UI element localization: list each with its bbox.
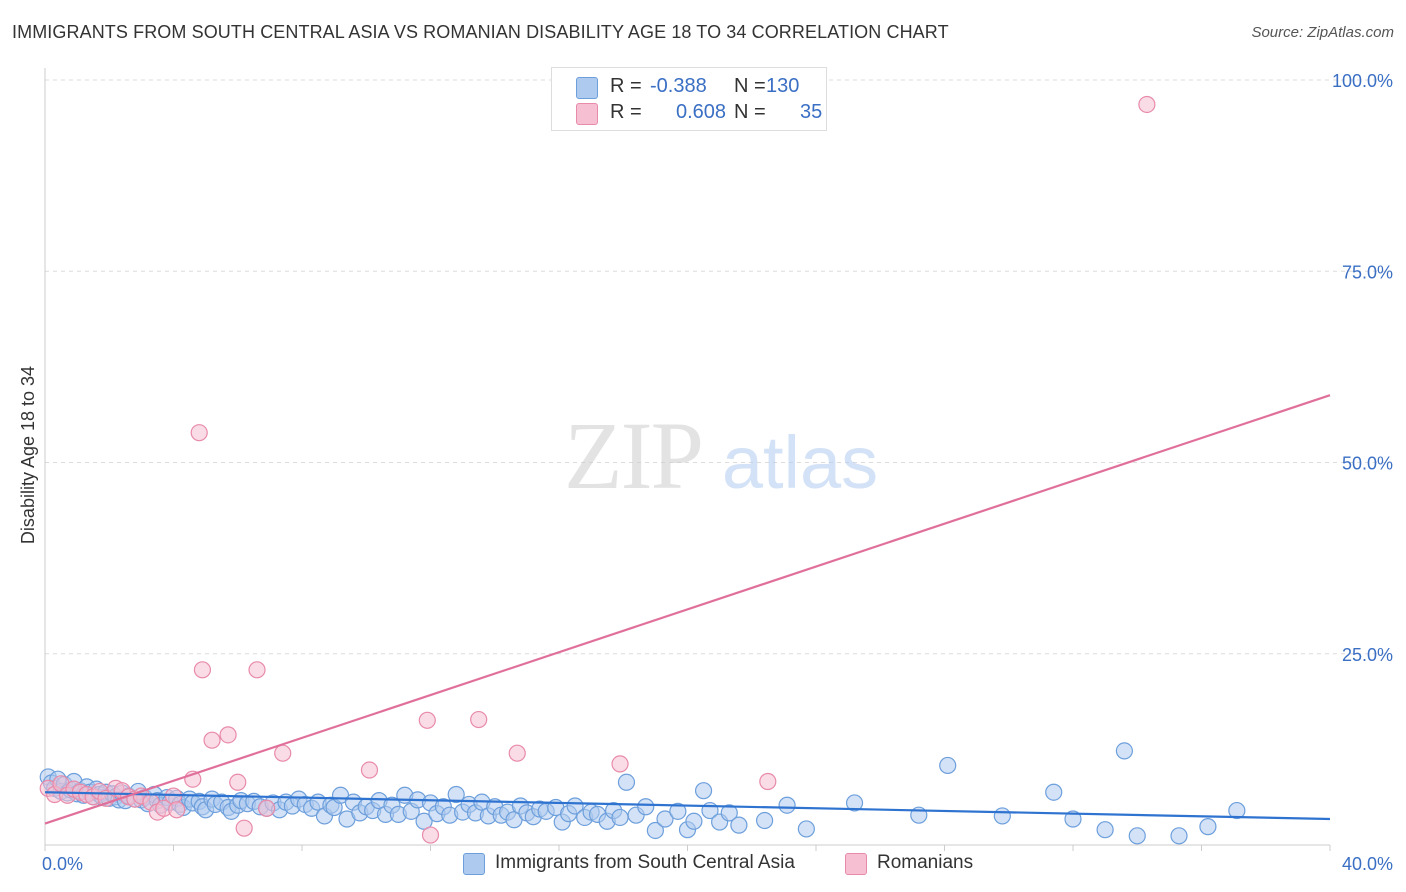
- legend-swatch-blue: [463, 853, 485, 875]
- blue-point: [646, 821, 664, 840]
- axes: [44, 68, 1331, 851]
- blue-point: [669, 802, 687, 820]
- blue-point: [1170, 827, 1188, 845]
- pink-swatch: [576, 103, 598, 125]
- blue-point: [1228, 801, 1246, 820]
- y-axis-label: Disability Age 18 to 34: [18, 366, 38, 544]
- pink-trend-line: [44, 394, 1331, 825]
- blue-point: [415, 812, 433, 830]
- x-tick-label: 0.0%: [42, 854, 83, 874]
- source-label: Source: ZipAtlas.com: [1251, 24, 1394, 41]
- pink-point: [248, 661, 266, 679]
- blue-point: [797, 820, 815, 838]
- watermark: ZIP atlas: [564, 402, 878, 509]
- x-tick-label: 40.0%: [1342, 854, 1393, 874]
- blue-point: [755, 811, 774, 830]
- watermark-zip: ZIP: [564, 402, 702, 509]
- blue-point: [447, 785, 465, 804]
- tick-labels: 25.0% 50.0% 75.0% 100.0% 0.0% 40.0%: [42, 71, 1393, 874]
- trend-lines: [44, 394, 1331, 825]
- chart-title: IMMIGRANTS FROM SOUTH CENTRAL ASIA VS RO…: [12, 22, 949, 42]
- blue-point: [1045, 783, 1063, 801]
- pink-point: [258, 799, 276, 817]
- blue-point: [845, 794, 864, 812]
- blue-point: [685, 812, 703, 830]
- pink-point: [470, 710, 488, 729]
- pink-point: [1138, 95, 1156, 114]
- blue-point: [656, 810, 674, 828]
- gridlines: [45, 79, 1390, 655]
- r-label: R =: [610, 75, 642, 97]
- watermark-atlas: atlas: [722, 421, 878, 504]
- blue-point: [730, 816, 748, 834]
- pink-point: [611, 755, 629, 773]
- pink-point: [421, 826, 440, 844]
- blue-point: [694, 782, 713, 800]
- pink-point: [219, 726, 237, 744]
- legend-label: Immigrants from South Central Asia: [495, 852, 795, 873]
- y-tick-label: 100.0%: [1332, 71, 1393, 91]
- blue-point: [637, 798, 655, 816]
- pink-point: [193, 661, 212, 679]
- r-value: -0.388: [650, 75, 707, 97]
- pink-point: [203, 731, 221, 749]
- y-tick-label: 75.0%: [1342, 262, 1393, 282]
- correlation-box: R = -0.388 N = 130 R = 0.608 N = 35: [551, 67, 827, 131]
- pink-point: [360, 761, 379, 779]
- pink-point: [190, 424, 208, 442]
- blue-point: [778, 796, 796, 814]
- pink-point: [508, 744, 526, 762]
- blue-point: [939, 756, 957, 775]
- r-value: 0.608: [676, 101, 727, 123]
- blue-point: [1096, 821, 1114, 839]
- blue-point: [617, 773, 636, 791]
- blue-swatch: [576, 77, 598, 99]
- y-tick-label: 50.0%: [1342, 454, 1393, 474]
- blue-point: [1199, 818, 1217, 836]
- blue-point: [1128, 827, 1146, 845]
- pink-point: [229, 773, 247, 791]
- n-value: 130: [766, 75, 800, 97]
- pink-point: [759, 772, 777, 791]
- blue-point: [611, 808, 629, 827]
- pink-point: [168, 801, 186, 819]
- blue-point: [1064, 810, 1082, 828]
- y-tick-label: 25.0%: [1342, 645, 1393, 665]
- n-label: N =: [734, 75, 766, 97]
- legend-swatch-pink: [845, 853, 867, 875]
- pink-point: [274, 744, 292, 762]
- blue-point: [720, 804, 738, 822]
- blue-point: [1115, 742, 1134, 760]
- blue-point: [566, 797, 584, 815]
- pink-point: [235, 819, 253, 837]
- blue-trend-line: [44, 791, 1331, 821]
- r-label: R =: [610, 101, 642, 123]
- n-value: 35: [800, 101, 823, 123]
- legend-label: Romanians: [877, 852, 974, 873]
- pink-point: [418, 711, 436, 729]
- n-label: N =: [734, 101, 766, 123]
- blue-point: [993, 807, 1011, 825]
